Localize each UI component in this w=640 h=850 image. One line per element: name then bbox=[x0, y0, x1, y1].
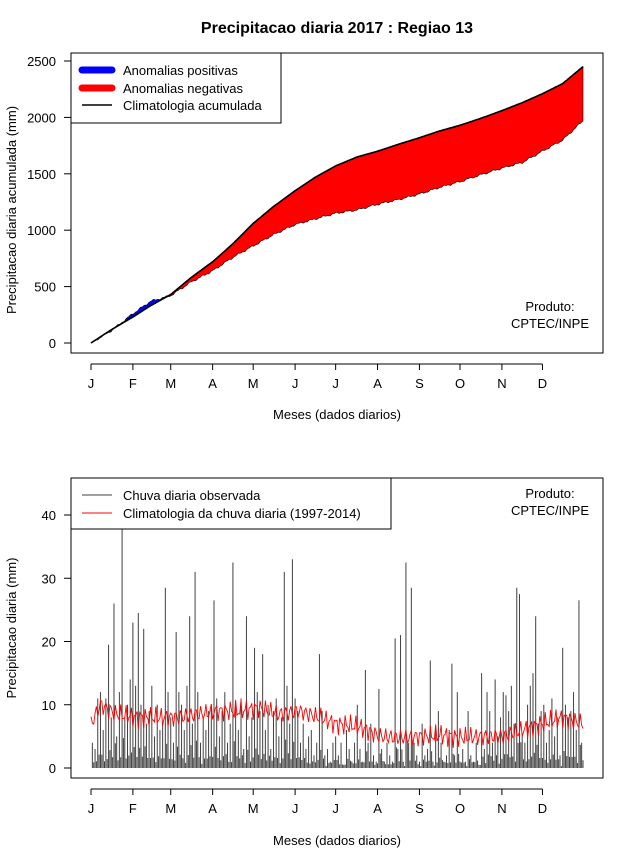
legend-bottom: Chuva diaria observada Climatologia da c… bbox=[70, 477, 392, 530]
x-axis-label-bottom: Meses (dados diarios) bbox=[273, 833, 401, 848]
y-tick-label-1: 0 bbox=[49, 761, 56, 776]
y-axis-bottom: 0 10 20 30 40 bbox=[42, 508, 71, 776]
x-tick-label-1: M bbox=[248, 801, 259, 816]
y-tick-label-0: 0 bbox=[49, 336, 56, 351]
x-tick-label-1: D bbox=[538, 801, 547, 816]
product-label-bottom: Produto: bbox=[525, 486, 574, 501]
y-axis-label-top: Precipitacao diaria acumulada (mm) bbox=[4, 106, 19, 314]
y-tick-label-1: 10 bbox=[42, 698, 56, 713]
y-tick-label-0: 2500 bbox=[27, 54, 56, 69]
x-tick-label-1: M bbox=[165, 801, 176, 816]
y-axis-top: 0 500 1000 1500 2000 2500 bbox=[27, 54, 71, 351]
x-tick-label-0: D bbox=[538, 376, 547, 391]
cumulative-marks bbox=[90, 65, 584, 344]
x-tick-label-0: J bbox=[88, 376, 95, 391]
x-tick-label-0: F bbox=[129, 376, 137, 391]
daily-marks bbox=[90, 527, 584, 768]
x-axis-label-top: Meses (dados diarios) bbox=[273, 407, 401, 422]
x-tick-label-1: J bbox=[88, 801, 95, 816]
chart-title: Precipitacao diaria 2017 : Regiao 13 bbox=[201, 20, 473, 37]
cumulative-chart: 0 500 1000 1500 2000 2500 J F M A M J J A S O N D Meses … bbox=[4, 52, 604, 422]
legend-box-bottom bbox=[70, 477, 392, 530]
y-tick-label-0: 2000 bbox=[27, 110, 56, 125]
x-tick-label-0: O bbox=[455, 376, 465, 391]
x-tick-label-0: J bbox=[332, 376, 339, 391]
legend-daily-climatology-label: Climatologia da chuva diaria (1997-2014) bbox=[123, 506, 361, 521]
x-tick-label-1: J bbox=[332, 801, 339, 816]
x-tick-label-0: M bbox=[248, 376, 259, 391]
daily-chart: 0 10 20 30 40 J F M A M J J A S O N D Meses (dados diar… bbox=[4, 477, 604, 848]
product-source-bottom: CPTEC/INPE bbox=[511, 503, 589, 518]
y-tick-label-1: 30 bbox=[42, 571, 56, 586]
y-axis-label-bottom: Precipitacao diaria (mm) bbox=[4, 558, 19, 699]
legend-observed-label: Chuva diaria observada bbox=[123, 488, 261, 503]
x-tick-label-1: S bbox=[415, 801, 424, 816]
daily-climatology-line bbox=[90, 699, 584, 748]
x-tick-label-0: S bbox=[415, 376, 424, 391]
legend-negative-label: Anomalias negativas bbox=[123, 81, 243, 96]
x-tick-label-0: J bbox=[292, 376, 299, 391]
x-tick-label-1: N bbox=[497, 801, 506, 816]
x-tick-label-0: N bbox=[497, 376, 506, 391]
product-source-top: CPTEC/INPE bbox=[511, 316, 589, 331]
plot-frame-top bbox=[70, 52, 604, 354]
x-tick-label-0: A bbox=[208, 376, 217, 391]
x-tick-label-1: J bbox=[292, 801, 299, 816]
legend-positive-label: Anomalias positivas bbox=[123, 63, 238, 78]
y-tick-label-0: 1500 bbox=[27, 167, 56, 182]
x-tick-label-1: O bbox=[455, 801, 465, 816]
y-tick-label-0: 1000 bbox=[27, 223, 56, 238]
product-label-top: Produto: bbox=[525, 299, 574, 314]
y-tick-label-1: 40 bbox=[42, 508, 56, 523]
legend-climatology-label: Climatologia acumulada bbox=[123, 98, 263, 113]
x-tick-label-0: A bbox=[373, 376, 382, 391]
climatology-cumulative-line bbox=[90, 65, 584, 344]
legend-top: Anomalias positivas Anomalias negativas … bbox=[70, 52, 282, 124]
x-tick-label-1: A bbox=[373, 801, 382, 816]
x-tick-label-1: A bbox=[208, 801, 217, 816]
x-tick-label-0: M bbox=[165, 376, 176, 391]
x-tick-label-1: F bbox=[129, 801, 137, 816]
y-tick-label-1: 20 bbox=[42, 635, 56, 650]
y-tick-label-0: 500 bbox=[34, 280, 56, 295]
